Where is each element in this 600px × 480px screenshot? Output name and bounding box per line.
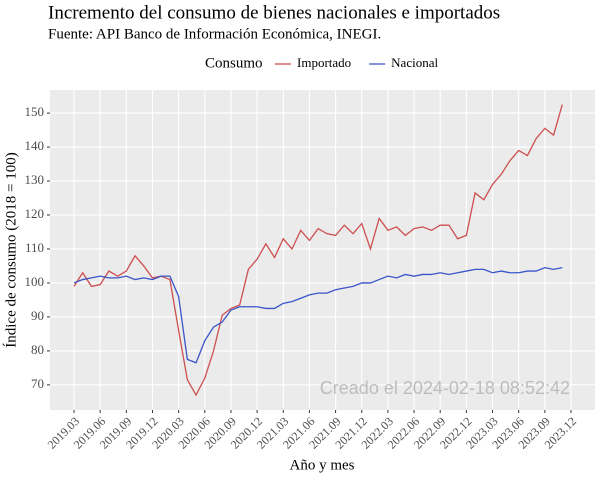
legend-title: Consumo	[205, 55, 263, 71]
y-tick-label: 150	[25, 104, 45, 119]
annotation: Creado el 2024-02-18 08:52:42	[320, 378, 570, 398]
y-tick-label: 100	[25, 274, 45, 289]
legend-label: Importado	[297, 55, 351, 70]
y-tick-label: 110	[25, 240, 44, 255]
y-tick-label: 120	[25, 206, 45, 221]
legend-label: Nacional	[391, 55, 438, 70]
y-tick-label: 140	[25, 138, 45, 153]
y-tick-label: 130	[25, 172, 45, 187]
chart-subtitle: Fuente: API Banco de Información Económi…	[48, 26, 381, 42]
series-line	[73, 104, 563, 397]
plot-panel	[50, 90, 595, 410]
y-tick-label: 80	[31, 342, 44, 357]
series-line	[73, 266, 563, 364]
y-tick-label: 70	[31, 376, 44, 391]
y-axis-title: Índice de consumo (2018 = 100)	[2, 152, 19, 348]
y-tick-label: 90	[31, 308, 44, 323]
chart-title: Incremento del consumo de bienes naciona…	[48, 2, 500, 23]
x-axis-title: Año y mes	[290, 457, 355, 473]
